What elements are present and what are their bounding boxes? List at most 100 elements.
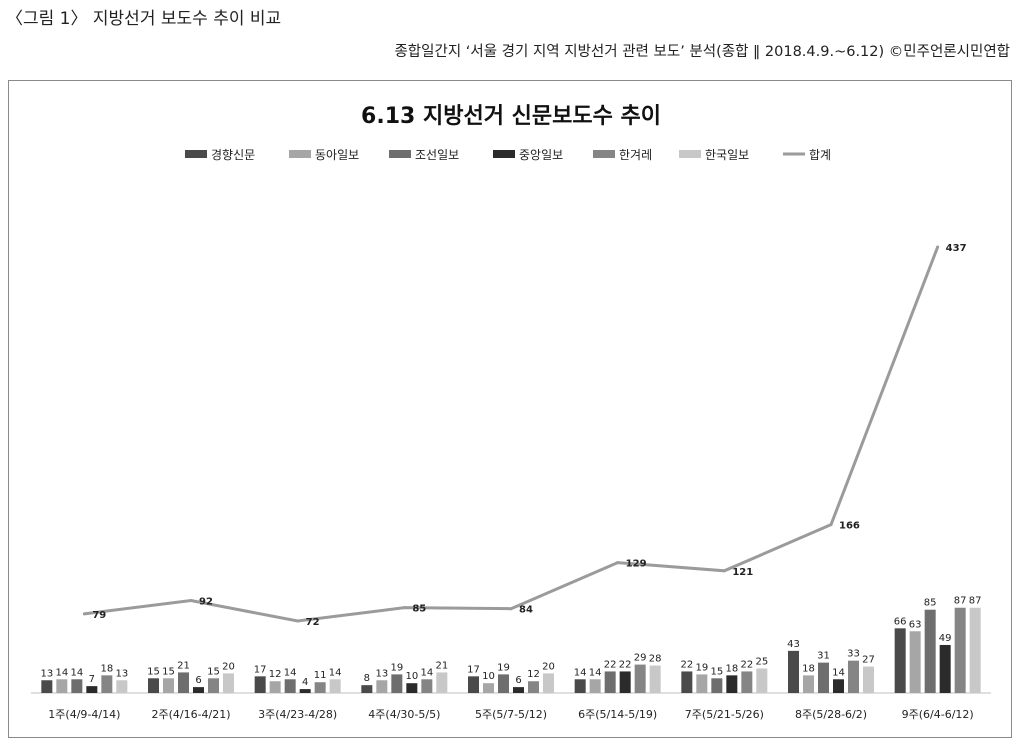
bar — [833, 679, 844, 693]
bar-value-label: 14 — [589, 667, 602, 678]
bar — [696, 674, 708, 693]
total-value-label: 79 — [92, 610, 106, 621]
bar-value-label: 20 — [222, 661, 235, 672]
bar-value-label: 66 — [894, 616, 907, 627]
bar — [269, 681, 281, 693]
bar-value-label: 13 — [115, 668, 128, 679]
bar — [969, 607, 981, 693]
chart-frame: 6.13 지방선거 신문보도수 추이 경향신문 동아일보 조선일보 중앙일보 한겨레 한국… — [8, 80, 1012, 738]
bar-value-label: 31 — [817, 651, 830, 662]
bar-value-label: 21 — [177, 660, 190, 671]
bar — [71, 679, 83, 693]
bar — [56, 679, 68, 693]
bar-value-label: 27 — [862, 655, 875, 666]
bar-value-label: 7 — [89, 674, 95, 685]
bar-value-label: 10 — [405, 671, 418, 682]
bar — [604, 671, 616, 693]
bar — [954, 607, 966, 693]
legend-swatch — [185, 150, 207, 158]
legend-swatch — [679, 150, 701, 158]
chart-title: 6.13 지방선거 신문보도수 추이 — [361, 104, 661, 129]
total-value-label: 121 — [732, 567, 753, 578]
legend-item: 동아일보 — [289, 148, 359, 162]
bar-value-label: 20 — [542, 661, 555, 672]
bar-value-label: 12 — [527, 669, 540, 680]
bar-value-label: 87 — [954, 596, 967, 607]
legend-label: 조선일보 — [415, 148, 459, 162]
total-value-label: 84 — [519, 605, 533, 616]
bar-value-label: 63 — [909, 619, 922, 630]
bar — [223, 673, 234, 693]
legend-item: 중앙일보 — [493, 148, 563, 162]
bar — [818, 662, 829, 693]
bar-value-label: 8 — [364, 673, 370, 684]
bar-value-label: 11 — [314, 670, 327, 681]
bar — [513, 687, 524, 693]
bar-value-label: 87 — [969, 596, 982, 607]
bar-value-label: 12 — [269, 669, 282, 680]
bar — [741, 671, 753, 693]
bar-value-label: 10 — [482, 671, 495, 682]
total-point — [936, 245, 940, 249]
bar-value-label: 15 — [147, 666, 160, 677]
legend-item: 경향신문 — [185, 148, 255, 162]
legend: 경향신문 동아일보 조선일보 중앙일보 한겨레 한국일보 합계 — [185, 148, 831, 162]
bar — [314, 682, 326, 693]
x-tick-label: 5주(5/7-5/12) — [475, 708, 547, 721]
bar — [726, 675, 738, 693]
total-value-label: 92 — [199, 597, 213, 608]
total-point — [189, 599, 193, 603]
bar-value-label: 15 — [710, 666, 723, 677]
bar — [41, 680, 53, 693]
bar-value-label: 22 — [740, 659, 753, 670]
bar — [391, 674, 403, 693]
bar-value-label: 13 — [375, 668, 388, 679]
bar — [848, 660, 859, 693]
bar — [924, 609, 936, 693]
bar — [939, 644, 951, 693]
bar-value-label: 17 — [254, 664, 267, 675]
bar — [681, 671, 693, 693]
legend-label: 한국일보 — [705, 148, 749, 162]
legend-swatch — [593, 150, 615, 158]
bar-value-label: 49 — [939, 633, 952, 644]
bar-value-label: 4 — [302, 677, 308, 688]
bar — [284, 679, 296, 693]
bar-value-label: 22 — [604, 659, 617, 670]
bar-value-label: 14 — [329, 667, 342, 678]
bar — [361, 685, 373, 693]
figure-caption: 〈그림 1〉 지방선거 보도수 추이 비교 — [6, 9, 282, 29]
legend-swatch — [493, 150, 515, 158]
bar-value-label: 43 — [787, 639, 800, 650]
bar — [909, 631, 921, 693]
x-tick-label: 2주(4/16-4/21) — [151, 708, 230, 721]
bar-value-label: 15 — [207, 666, 220, 677]
bar — [498, 674, 509, 693]
bar-value-label: 19 — [497, 662, 510, 673]
legend-item: 합계 — [783, 148, 831, 162]
bar-value-label: 18 — [725, 663, 738, 674]
legend-swatch — [389, 150, 411, 158]
total-line-layer: 79 92 72 85 84 129 121 166 437 — [82, 243, 967, 628]
bar-value-label: 18 — [100, 663, 113, 674]
legend-label: 경향신문 — [211, 148, 255, 162]
legend-item: 조선일보 — [389, 148, 459, 162]
bar-value-label: 6 — [515, 675, 521, 686]
bar-value-label: 22 — [619, 659, 632, 670]
legend-item: 한겨레 — [593, 148, 652, 162]
bar-value-label: 14 — [55, 667, 68, 678]
bar-value-label: 21 — [435, 660, 448, 671]
bar-value-label: 13 — [40, 668, 53, 679]
bar — [468, 676, 479, 693]
bar — [894, 628, 906, 693]
figure-source: 종합일간지 ‘서울 경기 지역 지방선거 관련 보도’ 분석(종합 ‖ 2018… — [394, 44, 1010, 60]
bar — [528, 681, 539, 693]
bar — [254, 676, 266, 693]
bar — [711, 678, 723, 693]
bar — [178, 672, 189, 693]
bar — [483, 683, 494, 693]
legend-label: 동아일보 — [315, 148, 359, 162]
bar — [406, 683, 418, 693]
bar-value-label: 14 — [832, 667, 845, 678]
